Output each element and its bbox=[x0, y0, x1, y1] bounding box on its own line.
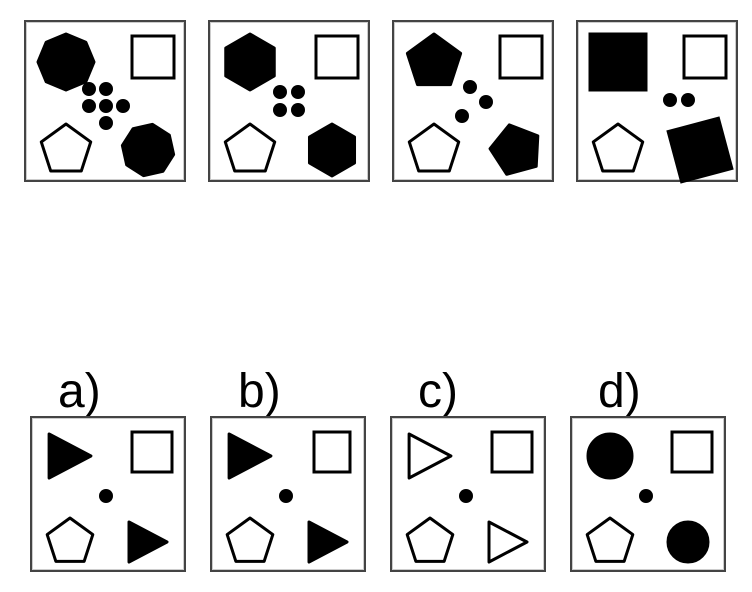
shape-bl-pentagon bbox=[225, 124, 274, 171]
answer-label-ans-a: a) bbox=[58, 364, 101, 419]
sequence-panel-3 bbox=[392, 20, 554, 182]
center-dot-5 bbox=[116, 99, 130, 113]
sequence-panel-1 bbox=[24, 20, 186, 182]
center-dot bbox=[459, 489, 473, 503]
center-dot-1 bbox=[82, 82, 96, 96]
sequence-panel-2 bbox=[208, 20, 370, 182]
center-dot bbox=[99, 489, 113, 503]
shape-tl bbox=[229, 434, 271, 478]
shape-bl-pentagon bbox=[587, 518, 633, 561]
answer-panel-ans-c bbox=[390, 416, 546, 572]
shape-tr-square bbox=[684, 36, 726, 78]
shape-bl-pentagon bbox=[409, 124, 458, 171]
shape-bl-pentagon bbox=[407, 518, 453, 561]
center-dot-1 bbox=[463, 80, 477, 94]
center-dot-2 bbox=[681, 93, 695, 107]
center-dot bbox=[639, 489, 653, 503]
shape-tr-square bbox=[132, 36, 174, 78]
shape-tl bbox=[407, 34, 460, 85]
shape-br bbox=[490, 125, 538, 174]
answer-label-ans-c: c) bbox=[418, 364, 458, 419]
shape-tl bbox=[226, 34, 275, 90]
center-dot-1 bbox=[663, 93, 677, 107]
answer-label-ans-b: b) bbox=[238, 364, 281, 419]
center-dot-4 bbox=[291, 103, 305, 117]
shape-tr-square bbox=[500, 36, 542, 78]
center-dot-3 bbox=[273, 103, 287, 117]
shape-br bbox=[122, 124, 173, 175]
shape-bl-pentagon bbox=[227, 518, 273, 561]
shape-br bbox=[309, 522, 347, 562]
shape-tl bbox=[38, 34, 94, 90]
center-dot-3 bbox=[455, 109, 469, 123]
center-dot-4 bbox=[99, 99, 113, 113]
shape-tr-square bbox=[672, 432, 712, 472]
answer-panel-ans-d bbox=[570, 416, 726, 572]
shape-tl bbox=[588, 434, 632, 478]
center-dot-2 bbox=[291, 85, 305, 99]
center-dot-3 bbox=[82, 99, 96, 113]
center-dot-2 bbox=[479, 95, 493, 109]
sequence-panel-4 bbox=[576, 20, 738, 182]
shape-bl-pentagon bbox=[41, 124, 90, 171]
center-dot-2 bbox=[99, 82, 113, 96]
center-dot-1 bbox=[273, 85, 287, 99]
shape-tr-square bbox=[314, 432, 350, 472]
shape-tr-square bbox=[132, 432, 172, 472]
shape-br bbox=[668, 522, 708, 562]
shape-tr-square bbox=[492, 432, 532, 472]
shape-tl bbox=[409, 434, 451, 478]
shape-bl-pentagon bbox=[593, 124, 642, 171]
shape-br bbox=[129, 522, 167, 562]
answer-panel-ans-b bbox=[210, 416, 366, 572]
shape-br bbox=[309, 124, 354, 176]
center-dot-6 bbox=[99, 116, 113, 130]
shape-br bbox=[489, 522, 527, 562]
shape-bl-pentagon bbox=[47, 518, 93, 561]
answer-panel-ans-a bbox=[30, 416, 186, 572]
shape-tl bbox=[590, 34, 646, 90]
answer-label-ans-d: d) bbox=[598, 364, 641, 419]
shape-tl bbox=[49, 434, 91, 478]
center-dot bbox=[279, 489, 293, 503]
puzzle-stage: a) b) c) d) bbox=[0, 0, 752, 592]
shape-tr-square bbox=[316, 36, 358, 78]
shape-br bbox=[668, 118, 732, 182]
